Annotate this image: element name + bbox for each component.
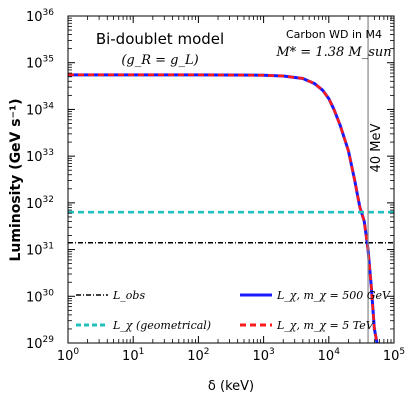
y-tick-label: 1036 (26, 8, 54, 25)
x-tick-label: 102 (187, 347, 209, 364)
x-tick-label: 101 (122, 347, 144, 364)
vline-label: 40 MeV (369, 124, 384, 173)
y-tick-label: 1031 (26, 242, 54, 259)
ticks-layer: 100 101 102 103 104 105 1029 1030 1031 1032 1033 10… (26, 8, 405, 364)
y-tick-label: 1034 (26, 101, 54, 118)
x-tick-label: 104 (318, 347, 341, 364)
y-tick-label: 1030 (26, 288, 54, 305)
legend-label-lobs: L_obs (112, 289, 145, 302)
chart-subtitle: (g_R = g_L) (121, 53, 198, 68)
y-axis-label: Luminosity (GeV s⁻¹) (8, 98, 24, 261)
plot-area (68, 16, 394, 343)
x-tick-label: 100 (57, 347, 80, 364)
y-tick-label: 1035 (26, 55, 54, 72)
legend-label-geometrical: L_χ (geometrical) (112, 319, 211, 332)
plot-frame (67, 15, 395, 344)
y-tick-label: 1029 (26, 335, 54, 352)
series-layer (68, 73, 394, 343)
series-line-3 (68, 73, 379, 343)
y-tick-label: 1033 (26, 148, 54, 165)
legend: L_obs L_χ, m_χ = 500 GeV L_χ (geometrica… (76, 289, 391, 332)
legend-label-5tev: L_χ, m_χ = 5 TeV (276, 319, 375, 332)
annotation-mass: M* = 1.38 M_sun (275, 45, 391, 60)
annotation-wd: Carbon WD in M4 (286, 28, 382, 41)
x-tick-label: 105 (383, 347, 405, 364)
x-tick-label: 103 (252, 347, 274, 364)
x-axis-label: δ (keV) (208, 379, 254, 394)
chart-title: Bi-doublet model (96, 30, 224, 48)
y-tick-label: 1032 (26, 195, 54, 212)
legend-label-500gev: L_χ, m_χ = 500 GeV (276, 289, 391, 302)
